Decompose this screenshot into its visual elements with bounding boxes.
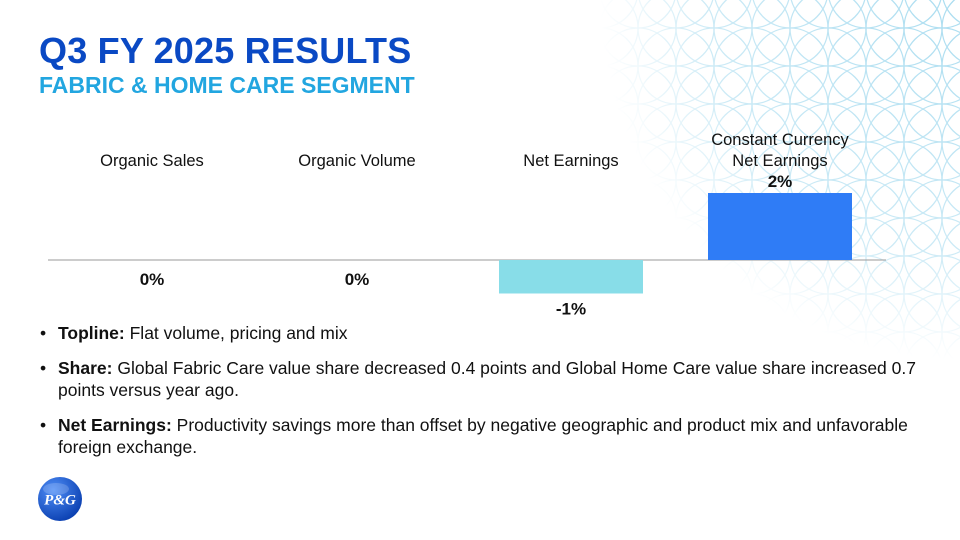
page-title: Q3 FY 2025 RESULTS	[39, 30, 412, 71]
value-label-1: 0%	[345, 270, 370, 289]
value-label-2: -1%	[556, 300, 586, 319]
value-label-3: 2%	[768, 172, 793, 191]
bar-2	[499, 260, 643, 294]
bullet-dot-icon: •	[40, 323, 47, 343]
pg-logo: P&G	[38, 477, 82, 521]
decorative-circle-pattern	[600, 0, 960, 360]
category-label-2: Net Earnings	[523, 152, 618, 170]
bullet-net-earnings-text: Productivity savings more than offset by…	[58, 415, 908, 457]
bullet-share: • Share: Global Fabric Care value share …	[40, 357, 930, 401]
page-subtitle: FABRIC & HOME CARE SEGMENT	[39, 72, 415, 98]
bullet-list: • Topline: Flat volume, pricing and mix …	[40, 322, 930, 471]
bullet-dot-icon: •	[40, 358, 47, 378]
pg-logo-text: P&G	[44, 493, 76, 509]
bullet-share-label: Share:	[58, 358, 113, 378]
category-label-3-line-0: Constant Currency	[711, 131, 849, 149]
bullet-dot-icon: •	[40, 415, 47, 435]
category-label-0: Organic Sales	[100, 152, 204, 170]
bullet-topline-text: Flat volume, pricing and mix	[124, 323, 348, 343]
bullet-net-earnings: • Net Earnings: Productivity savings mor…	[40, 414, 930, 458]
category-label-3-line-1: Net Earnings	[732, 152, 827, 170]
bullet-net-earnings-label: Net Earnings:	[58, 415, 172, 435]
category-label-1: Organic Volume	[298, 152, 415, 170]
results-bar-chart: 0% Organic Sales 0% Organic Volume -1% Net Ea…	[48, 131, 886, 319]
bar-3	[708, 193, 852, 260]
bullet-topline: • Topline: Flat volume, pricing and mix	[40, 322, 930, 344]
bullet-topline-label: Topline:	[58, 323, 125, 343]
value-label-0: 0%	[140, 270, 165, 289]
bullet-share-text: Global Fabric Care value share decreased…	[58, 358, 916, 400]
